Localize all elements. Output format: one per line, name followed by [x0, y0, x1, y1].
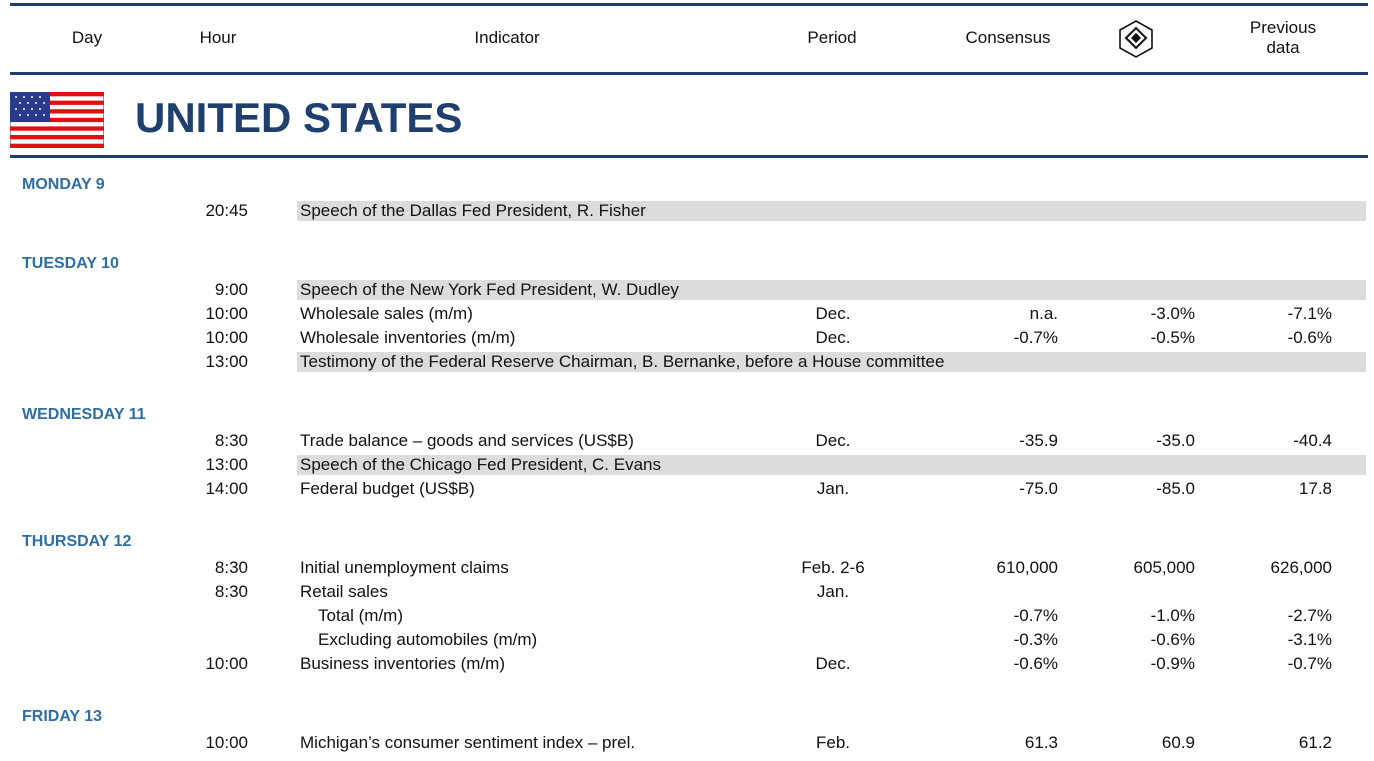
- column-header: Hour: [200, 28, 237, 48]
- consensus: -75.0: [1019, 479, 1058, 499]
- desjardins-forecast: -1.0%: [1151, 606, 1195, 626]
- period: Feb. 2-6: [801, 558, 864, 578]
- indicator: Wholesale sales (m/m): [300, 304, 473, 324]
- previous-data: -7.1%: [1288, 304, 1332, 324]
- hour: 10:00: [205, 733, 248, 753]
- desjardins-forecast: -0.6%: [1151, 630, 1195, 650]
- hour: 10:00: [205, 304, 248, 324]
- previous-data: -3.1%: [1288, 630, 1332, 650]
- header-rule: [10, 72, 1368, 75]
- consensus: -0.7%: [1014, 606, 1058, 626]
- column-header: Indicator: [474, 28, 539, 48]
- country-title: UNITED STATES: [135, 94, 462, 142]
- indicator: Testimony of the Federal Reserve Chairma…: [300, 352, 944, 372]
- hour: 14:00: [205, 479, 248, 499]
- us-flag: [10, 92, 104, 148]
- period: Dec.: [816, 304, 851, 324]
- hour: 13:00: [205, 352, 248, 372]
- indicator: Business inventories (m/m): [300, 654, 505, 674]
- day-label: FRIDAY 13: [22, 707, 102, 727]
- indicator: Speech of the Chicago Fed President, C. …: [300, 455, 661, 475]
- hour: 9:00: [215, 280, 248, 300]
- day-label: THURSDAY 12: [22, 532, 131, 552]
- indicator: Speech of the Dallas Fed President, R. F…: [300, 201, 646, 221]
- period: Feb.: [816, 733, 850, 753]
- period: Dec.: [816, 654, 851, 674]
- page: UNITED STATES (() => { const data = JSON…: [0, 0, 1374, 761]
- column-header: Day: [72, 28, 102, 48]
- consensus: -35.9: [1019, 431, 1058, 451]
- indicator: Speech of the New York Fed President, W.…: [300, 280, 679, 300]
- column-header: Previous data: [1238, 18, 1328, 58]
- previous-data: 17.8: [1299, 479, 1332, 499]
- desjardins-logo: [1117, 19, 1155, 59]
- indicator: Trade balance – goods and services (US$B…: [300, 431, 634, 451]
- previous-data: -0.6%: [1288, 328, 1332, 348]
- consensus: -0.7%: [1014, 328, 1058, 348]
- column-header: Consensus: [965, 28, 1050, 48]
- indicator: Excluding automobiles (m/m): [318, 630, 537, 650]
- previous-data: 61.2: [1299, 733, 1332, 753]
- period: Dec.: [816, 431, 851, 451]
- hour: 8:30: [215, 558, 248, 578]
- indicator: Wholesale inventories (m/m): [300, 328, 515, 348]
- previous-data: 626,000: [1271, 558, 1332, 578]
- desjardins-forecast: -85.0: [1156, 479, 1195, 499]
- previous-data: -2.7%: [1288, 606, 1332, 626]
- period: Dec.: [816, 328, 851, 348]
- hour: 10:00: [205, 654, 248, 674]
- country-rule: [10, 155, 1368, 158]
- previous-data: -0.7%: [1288, 654, 1332, 674]
- top-rule: [10, 3, 1368, 6]
- consensus: 610,000: [997, 558, 1058, 578]
- indicator: Michigan’s consumer sentiment index – pr…: [300, 733, 635, 753]
- consensus: -0.3%: [1014, 630, 1058, 650]
- desjardins-forecast: 605,000: [1134, 558, 1195, 578]
- indicator: Retail sales: [300, 582, 388, 602]
- previous-data: -40.4: [1293, 431, 1332, 451]
- desjardins-forecast: -0.9%: [1151, 654, 1195, 674]
- day-label: MONDAY 9: [22, 175, 105, 195]
- column-header: Period: [807, 28, 856, 48]
- consensus: 61.3: [1025, 733, 1058, 753]
- hour: 8:30: [215, 582, 248, 602]
- desjardins-forecast: 60.9: [1162, 733, 1195, 753]
- hour: 13:00: [205, 455, 248, 475]
- desjardins-forecast: -0.5%: [1151, 328, 1195, 348]
- period: Jan.: [817, 479, 849, 499]
- day-label: WEDNESDAY 11: [22, 405, 146, 425]
- day-label: TUESDAY 10: [22, 254, 119, 274]
- consensus: n.a.: [1030, 304, 1058, 324]
- indicator: Total (m/m): [318, 606, 403, 626]
- hour: 10:00: [205, 328, 248, 348]
- hour: 8:30: [215, 431, 248, 451]
- desjardins-forecast: -3.0%: [1151, 304, 1195, 324]
- period: Jan.: [817, 582, 849, 602]
- hour: 20:45: [205, 201, 248, 221]
- indicator: Initial unemployment claims: [300, 558, 509, 578]
- indicator: Federal budget (US$B): [300, 479, 475, 499]
- desjardins-forecast: -35.0: [1156, 431, 1195, 451]
- consensus: -0.6%: [1014, 654, 1058, 674]
